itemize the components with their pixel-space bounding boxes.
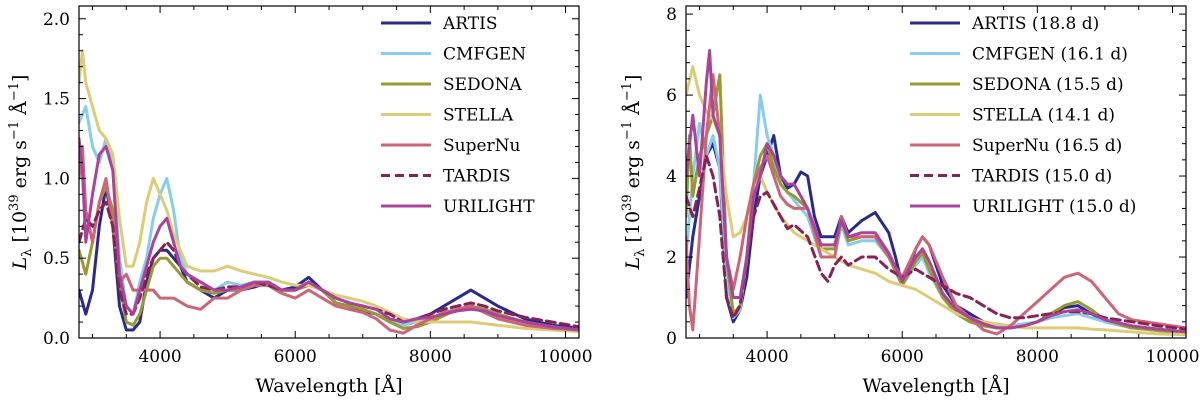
x-tick-label: 4000 [745,347,788,367]
y-axis-label: Lλ [1039 erg s−1 Å−1] [620,75,648,271]
legend-label: STELLA (14.1 d) [972,106,1115,126]
legend: ARTIS (18.8 d) CMFGEN (16.1 d) SEDONA (15.… [910,14,1136,217]
y-tick-label: 6 [666,86,677,106]
x-tick-label: 8000 [409,347,452,367]
y-tick-label: 1.5 [43,90,70,110]
y-tick-label: 4 [666,167,677,187]
y-tick-label: 2 [666,248,677,268]
legend-label: SEDONA (15.5 d) [972,75,1124,95]
right-panel: 4000 6000 8000 10000 0 2 4 6 8 Wavelength [Å] Lλ [… [620,5,1200,397]
series-line-urilight [686,49,1186,334]
y-tick-label: 0 [666,329,677,349]
x-tick-label: 10000 [1145,347,1199,367]
y-tick-label: 8 [666,5,677,25]
legend: ARTIS CMFGEN SEDONA STELLA SuperNu TARDIS URIL… [381,14,535,217]
series-lines [686,49,1186,337]
x-axis-label: Wavelength [Å] [862,375,1009,397]
series-line-tardis [686,154,1186,331]
legend-label: ARTIS [442,14,497,34]
legend-label: CMFGEN (16.1 d) [972,45,1128,65]
y-tick-label: 2.0 [43,10,70,30]
y-axis-label: Lλ [1039 erg s−1 Å−1] [7,75,35,271]
left-panel: 4000 6000 8000 10000 0.0 0.5 1.0 1.5 2.0 Waveleng… [7,5,593,397]
series-line-artis [79,184,579,332]
legend-label: ARTIS (18.8 d) [971,14,1099,34]
legend-label: TARDIS (15.0 d) [972,167,1112,187]
series-lines [79,49,579,335]
x-tick-label: 6000 [881,347,924,367]
legend-label: SuperNu (16.5 d) [972,136,1122,156]
series-line-stella [686,65,1186,337]
legend-label: STELLA [443,106,514,126]
x-axis-label: Wavelength [Å] [255,375,402,397]
series-line-urilight [79,137,579,332]
y-tick-label: 1.0 [43,169,70,189]
legend-label: CMFGEN [443,45,526,65]
series-line-stella [79,49,579,334]
x-tick-label: 8000 [1016,347,1059,367]
legend-label: URILIGHT [443,197,535,217]
y-tick-label: 0.5 [43,249,70,269]
legend-label: SEDONA [443,75,522,95]
legend-label: TARDIS [443,167,510,187]
y-tick-label: 0.0 [43,329,70,349]
x-tick-label: 10000 [538,347,592,367]
legend-label: SuperNu [443,136,521,156]
legend-label: URILIGHT (15.0 d) [972,197,1136,217]
x-tick-label: 6000 [274,347,317,367]
x-tick-label: 4000 [138,347,181,367]
